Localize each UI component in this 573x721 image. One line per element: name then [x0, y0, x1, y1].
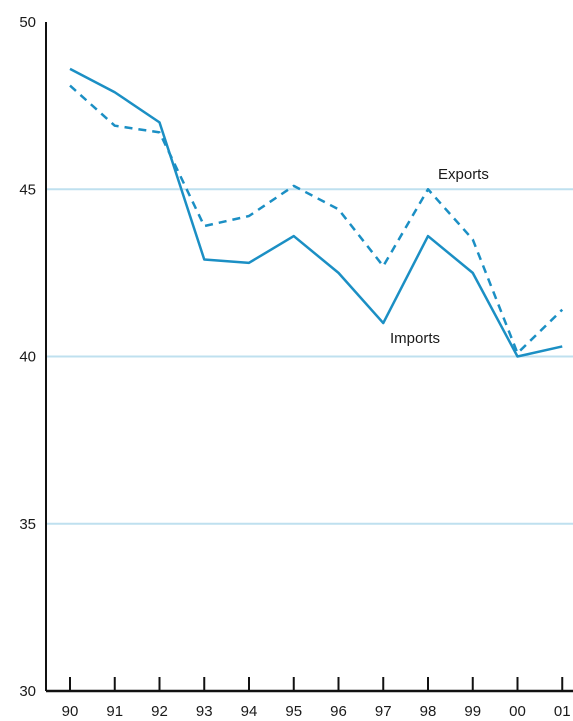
x-tick-label-98: 98: [420, 703, 437, 720]
series-label-imports: Imports: [390, 330, 440, 347]
point-exports-96: [337, 207, 341, 211]
point-imports-01: [560, 344, 564, 348]
point-imports-98: [426, 234, 430, 238]
point-exports-98: [426, 187, 430, 191]
point-imports-90: [68, 67, 72, 71]
y-tick-label-35: 35: [19, 516, 36, 533]
series-layer: [68, 67, 564, 358]
series-label-exports: Exports: [438, 166, 489, 183]
y-tick-label-50: 50: [19, 14, 36, 31]
point-exports-93: [202, 224, 206, 228]
y-tick-label-45: 45: [19, 181, 36, 198]
point-imports-94: [247, 261, 251, 265]
series-line-imports: [69, 67, 563, 358]
x-tick-label-91: 91: [106, 703, 123, 720]
point-imports-95: [292, 234, 296, 238]
series-labels: Exports Imports: [390, 166, 489, 347]
series-line-exports: [69, 84, 564, 355]
point-imports-93: [202, 257, 206, 261]
y-tick-label-30: 30: [19, 683, 36, 700]
point-exports-99: [471, 237, 475, 241]
point-exports-01: [560, 308, 564, 312]
point-imports-99: [471, 271, 475, 275]
point-exports-94: [247, 214, 251, 218]
x-tick-label-93: 93: [196, 703, 213, 720]
x-tick-label-95: 95: [285, 703, 302, 720]
point-imports-91: [113, 90, 117, 94]
x-tick-label-97: 97: [375, 703, 392, 720]
x-tick-label-00: 00: [509, 703, 526, 720]
x-tick-label-90: 90: [62, 703, 79, 720]
point-imports-97: [381, 321, 385, 325]
point-imports-92: [158, 120, 162, 124]
x-tick-label-99: 99: [464, 703, 481, 720]
y-tick-label-40: 40: [19, 349, 36, 366]
x-tick-label-01: 01: [554, 703, 571, 720]
y-tick-labels: 30 35 40 45 50: [19, 14, 36, 700]
point-exports-91: [113, 124, 117, 128]
point-imports-96: [337, 271, 341, 275]
gridlines: [46, 188, 573, 525]
x-tick-label-94: 94: [241, 703, 258, 720]
x-tick-label-92: 92: [151, 703, 168, 720]
point-exports-00: [516, 351, 520, 355]
point-exports-97: [381, 264, 385, 268]
point-exports-95: [292, 184, 296, 188]
x-tick-label-96: 96: [330, 703, 347, 720]
point-exports-90: [68, 84, 72, 88]
point-exports-92: [158, 130, 162, 134]
x-ticks: 90 91 92 93 94 95 96 97 98 99 00 01: [62, 677, 571, 720]
axes: [45, 22, 573, 693]
